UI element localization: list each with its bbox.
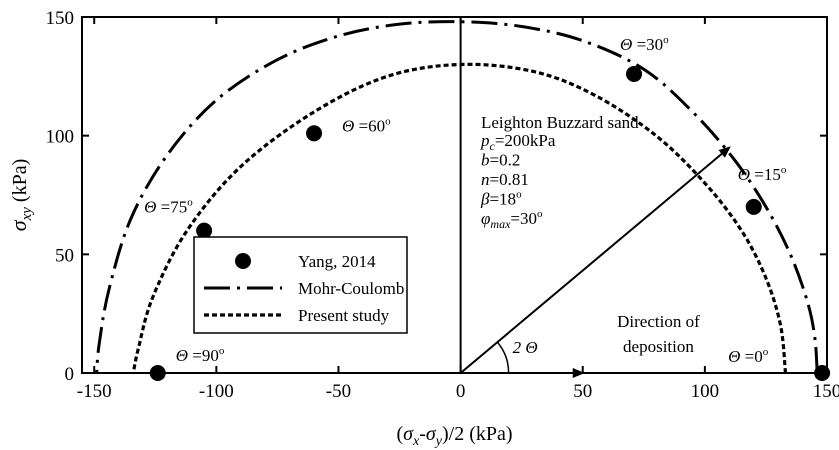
theta-label: Θ =15o (738, 164, 787, 184)
x-tick-label: 100 (691, 381, 720, 402)
direction-label: deposition (623, 337, 694, 356)
theta-label: Θ =90o (176, 345, 225, 365)
legend-label: Yang, 2014 (298, 252, 376, 271)
x-tick-label: -150 (77, 381, 112, 402)
y-tick-label: 150 (46, 8, 75, 29)
legend-box (193, 236, 408, 334)
series-line-present-study (131, 62, 788, 374)
series-line-mohr-coulomb (95, 20, 819, 374)
angle-label: 2 Θ (513, 338, 538, 357)
y-tick-label: 100 (46, 127, 75, 148)
curve-layer (95, 20, 819, 374)
x-tick-label: -100 (199, 381, 234, 402)
x-tick-label: 150 (813, 381, 839, 402)
annotation-layer: Θ =90o Θ =75o Θ =60o Θ =30o Θ =15o Θ =0o Leigh… (144, 34, 787, 378)
plot-frame (81, 16, 828, 374)
theta-label: Θ =60o (342, 115, 391, 135)
data-point-3 (306, 125, 323, 142)
y-tick-label: 0 (65, 364, 75, 385)
axes-layer: -150 -100 -50 0 50 100 150 0 50 100 150 (σx-σy)/2 (… (6, 8, 839, 449)
material-title: Leighton Buzzard sand (481, 113, 639, 132)
direction-label: Direction of (617, 312, 700, 331)
legend-label: Mohr-Coulomb (298, 279, 404, 298)
y-axis-title: σxy (kPa) (6, 159, 35, 232)
data-point-4 (196, 222, 213, 239)
material-param: β=18o (480, 189, 522, 209)
angle-arc (496, 341, 510, 374)
theta-label: Θ =30o (620, 34, 669, 54)
theta-label: Θ =75o (144, 197, 193, 217)
legend: Yang, 2014 Mohr-Coulomb Present study (193, 236, 408, 334)
data-point-2 (626, 65, 643, 82)
material-param: pc=200kPa (480, 131, 556, 153)
data-point-1 (745, 198, 762, 215)
x-tick-label: -50 (326, 381, 351, 402)
x-tick-label: 50 (573, 381, 592, 402)
theta-label: Θ =0o (728, 346, 769, 366)
x-tick-label: 0 (456, 381, 466, 402)
y-tick-label: 50 (55, 245, 74, 266)
material-param: n=0.81 (481, 170, 529, 189)
legend-label: Present study (298, 306, 390, 325)
material-param: φmax=30o (481, 208, 543, 231)
material-param: b=0.2 (481, 151, 520, 170)
x-axis-title: (σx-σy)/2 (kPa) (396, 423, 512, 449)
loading-direction-arrow (459, 146, 731, 374)
legend-swatch-marker (235, 253, 251, 269)
